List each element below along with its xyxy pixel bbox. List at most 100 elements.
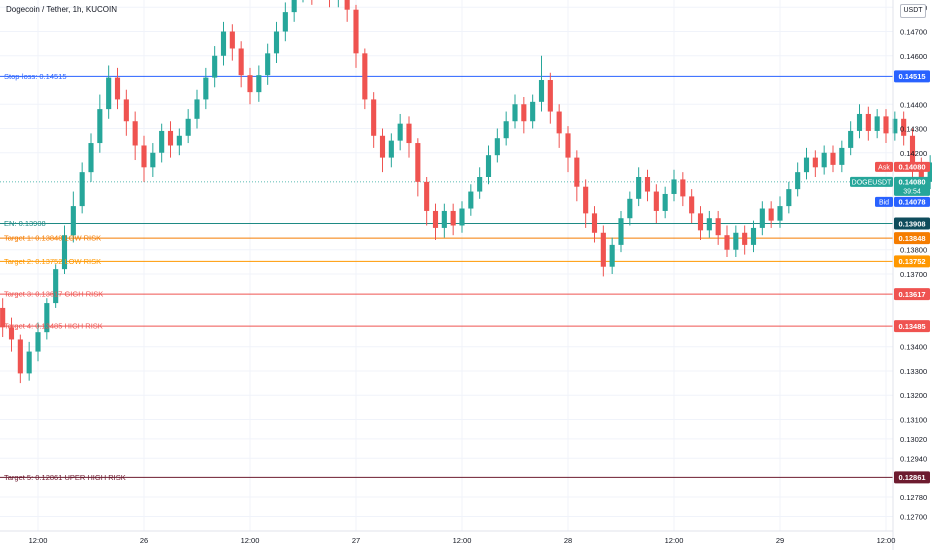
candle-body — [856, 113, 863, 131]
candle-body — [379, 135, 386, 158]
candle-body — [485, 155, 492, 177]
candle — [848, 121, 854, 156]
symbol-label: DOGEUSDT — [852, 179, 892, 186]
y-tick-label: 0.14200 — [900, 149, 927, 158]
target-3-price-tag-text: 0.13617 — [898, 290, 925, 299]
candle-body — [662, 193, 668, 211]
candle-body — [8, 327, 15, 340]
stop-loss-label: Stop-loss: 0.14515 — [4, 72, 67, 81]
candle-body — [114, 77, 121, 100]
candle — [432, 203, 439, 241]
candle-body — [636, 177, 642, 199]
x-tick-label: 12:00 — [241, 536, 260, 545]
candle — [574, 150, 580, 202]
candle — [653, 184, 659, 224]
candle-body — [247, 75, 253, 93]
candle — [415, 138, 421, 197]
candle — [344, 0, 350, 22]
candle — [768, 201, 774, 228]
candle-body — [521, 104, 527, 122]
candle-body — [123, 99, 129, 122]
candle — [114, 67, 121, 110]
candle-body — [697, 213, 704, 231]
candle — [397, 113, 403, 151]
candle — [176, 128, 182, 156]
stop-loss-price-tag-text: 0.14515 — [898, 72, 925, 81]
candle-body — [653, 191, 659, 211]
candle-body — [432, 210, 439, 228]
candle — [521, 96, 527, 134]
candle-body — [600, 232, 606, 267]
candle-body — [424, 181, 430, 211]
candle — [856, 104, 863, 139]
candle-body — [26, 351, 32, 374]
candle — [786, 181, 792, 214]
candle-body — [106, 77, 112, 110]
candle — [185, 109, 191, 144]
y-tick-label: 0.12940 — [900, 454, 927, 463]
candle-body — [821, 152, 827, 168]
candle — [329, 0, 330, 8]
candle-body — [167, 130, 174, 146]
x-tick-label: 12:00 — [877, 536, 896, 545]
bid-price-tag — [894, 196, 930, 207]
candle-body — [547, 80, 553, 112]
x-tick-label: 27 — [352, 536, 360, 545]
symbol-label-box — [850, 176, 893, 187]
candle-body — [441, 210, 447, 228]
y-tick-label: 0.13400 — [900, 343, 927, 352]
candle-body — [362, 53, 368, 100]
target-1-price-tag-text: 0.13848 — [898, 234, 925, 243]
candle — [750, 220, 757, 253]
x-tick-label: 12:00 — [665, 536, 684, 545]
candle — [547, 72, 553, 124]
ask-price-tag — [894, 161, 930, 172]
chart-title: Dogecoin / Tether, 1h, KUCOIN — [6, 5, 118, 14]
candle-body — [203, 77, 209, 100]
candle — [485, 145, 492, 185]
candle — [494, 128, 500, 163]
candle — [901, 111, 907, 146]
candle-body — [627, 198, 633, 219]
candle-body — [530, 101, 536, 122]
candle — [35, 322, 41, 362]
candle-body — [689, 196, 695, 214]
target-2-label: Target 2: 0.13752 LOW RISK — [4, 257, 101, 266]
candle-body — [344, 0, 350, 10]
bid-label: Bid — [879, 199, 889, 206]
bid-label-box — [875, 196, 893, 207]
last-price: 0.14080 — [898, 177, 925, 186]
candle — [883, 109, 889, 144]
candle — [353, 4, 359, 68]
candle-body — [273, 31, 280, 54]
candle-body — [194, 99, 200, 119]
y-tick-label: 0.13800 — [900, 246, 927, 255]
candle-body — [556, 111, 562, 134]
candle — [291, 0, 297, 22]
candle — [123, 89, 129, 136]
target-5-label: Target 5: 0.12861 UPER HIGH RISK — [4, 473, 126, 482]
candle — [468, 184, 474, 216]
x-tick-label: 28 — [564, 536, 572, 545]
candle-body — [538, 80, 545, 102]
candle — [44, 298, 50, 340]
y-tick-label: 0.12780 — [900, 493, 927, 502]
candle — [337, 0, 339, 8]
candle-body — [750, 227, 757, 245]
candle — [61, 225, 68, 274]
y-tick-label: 0.13200 — [900, 391, 927, 400]
candle — [812, 150, 818, 177]
last-price-tag — [894, 176, 930, 196]
candle — [733, 225, 739, 258]
candle-body — [803, 157, 810, 173]
candle-body — [591, 213, 598, 233]
candle-body — [35, 332, 41, 352]
candle-body — [874, 116, 880, 131]
candle — [477, 167, 483, 199]
candle-body — [0, 307, 6, 328]
candle — [724, 225, 730, 258]
candle-body — [132, 121, 138, 146]
candle — [194, 89, 200, 129]
currency-selector[interactable]: USDT — [900, 4, 926, 18]
